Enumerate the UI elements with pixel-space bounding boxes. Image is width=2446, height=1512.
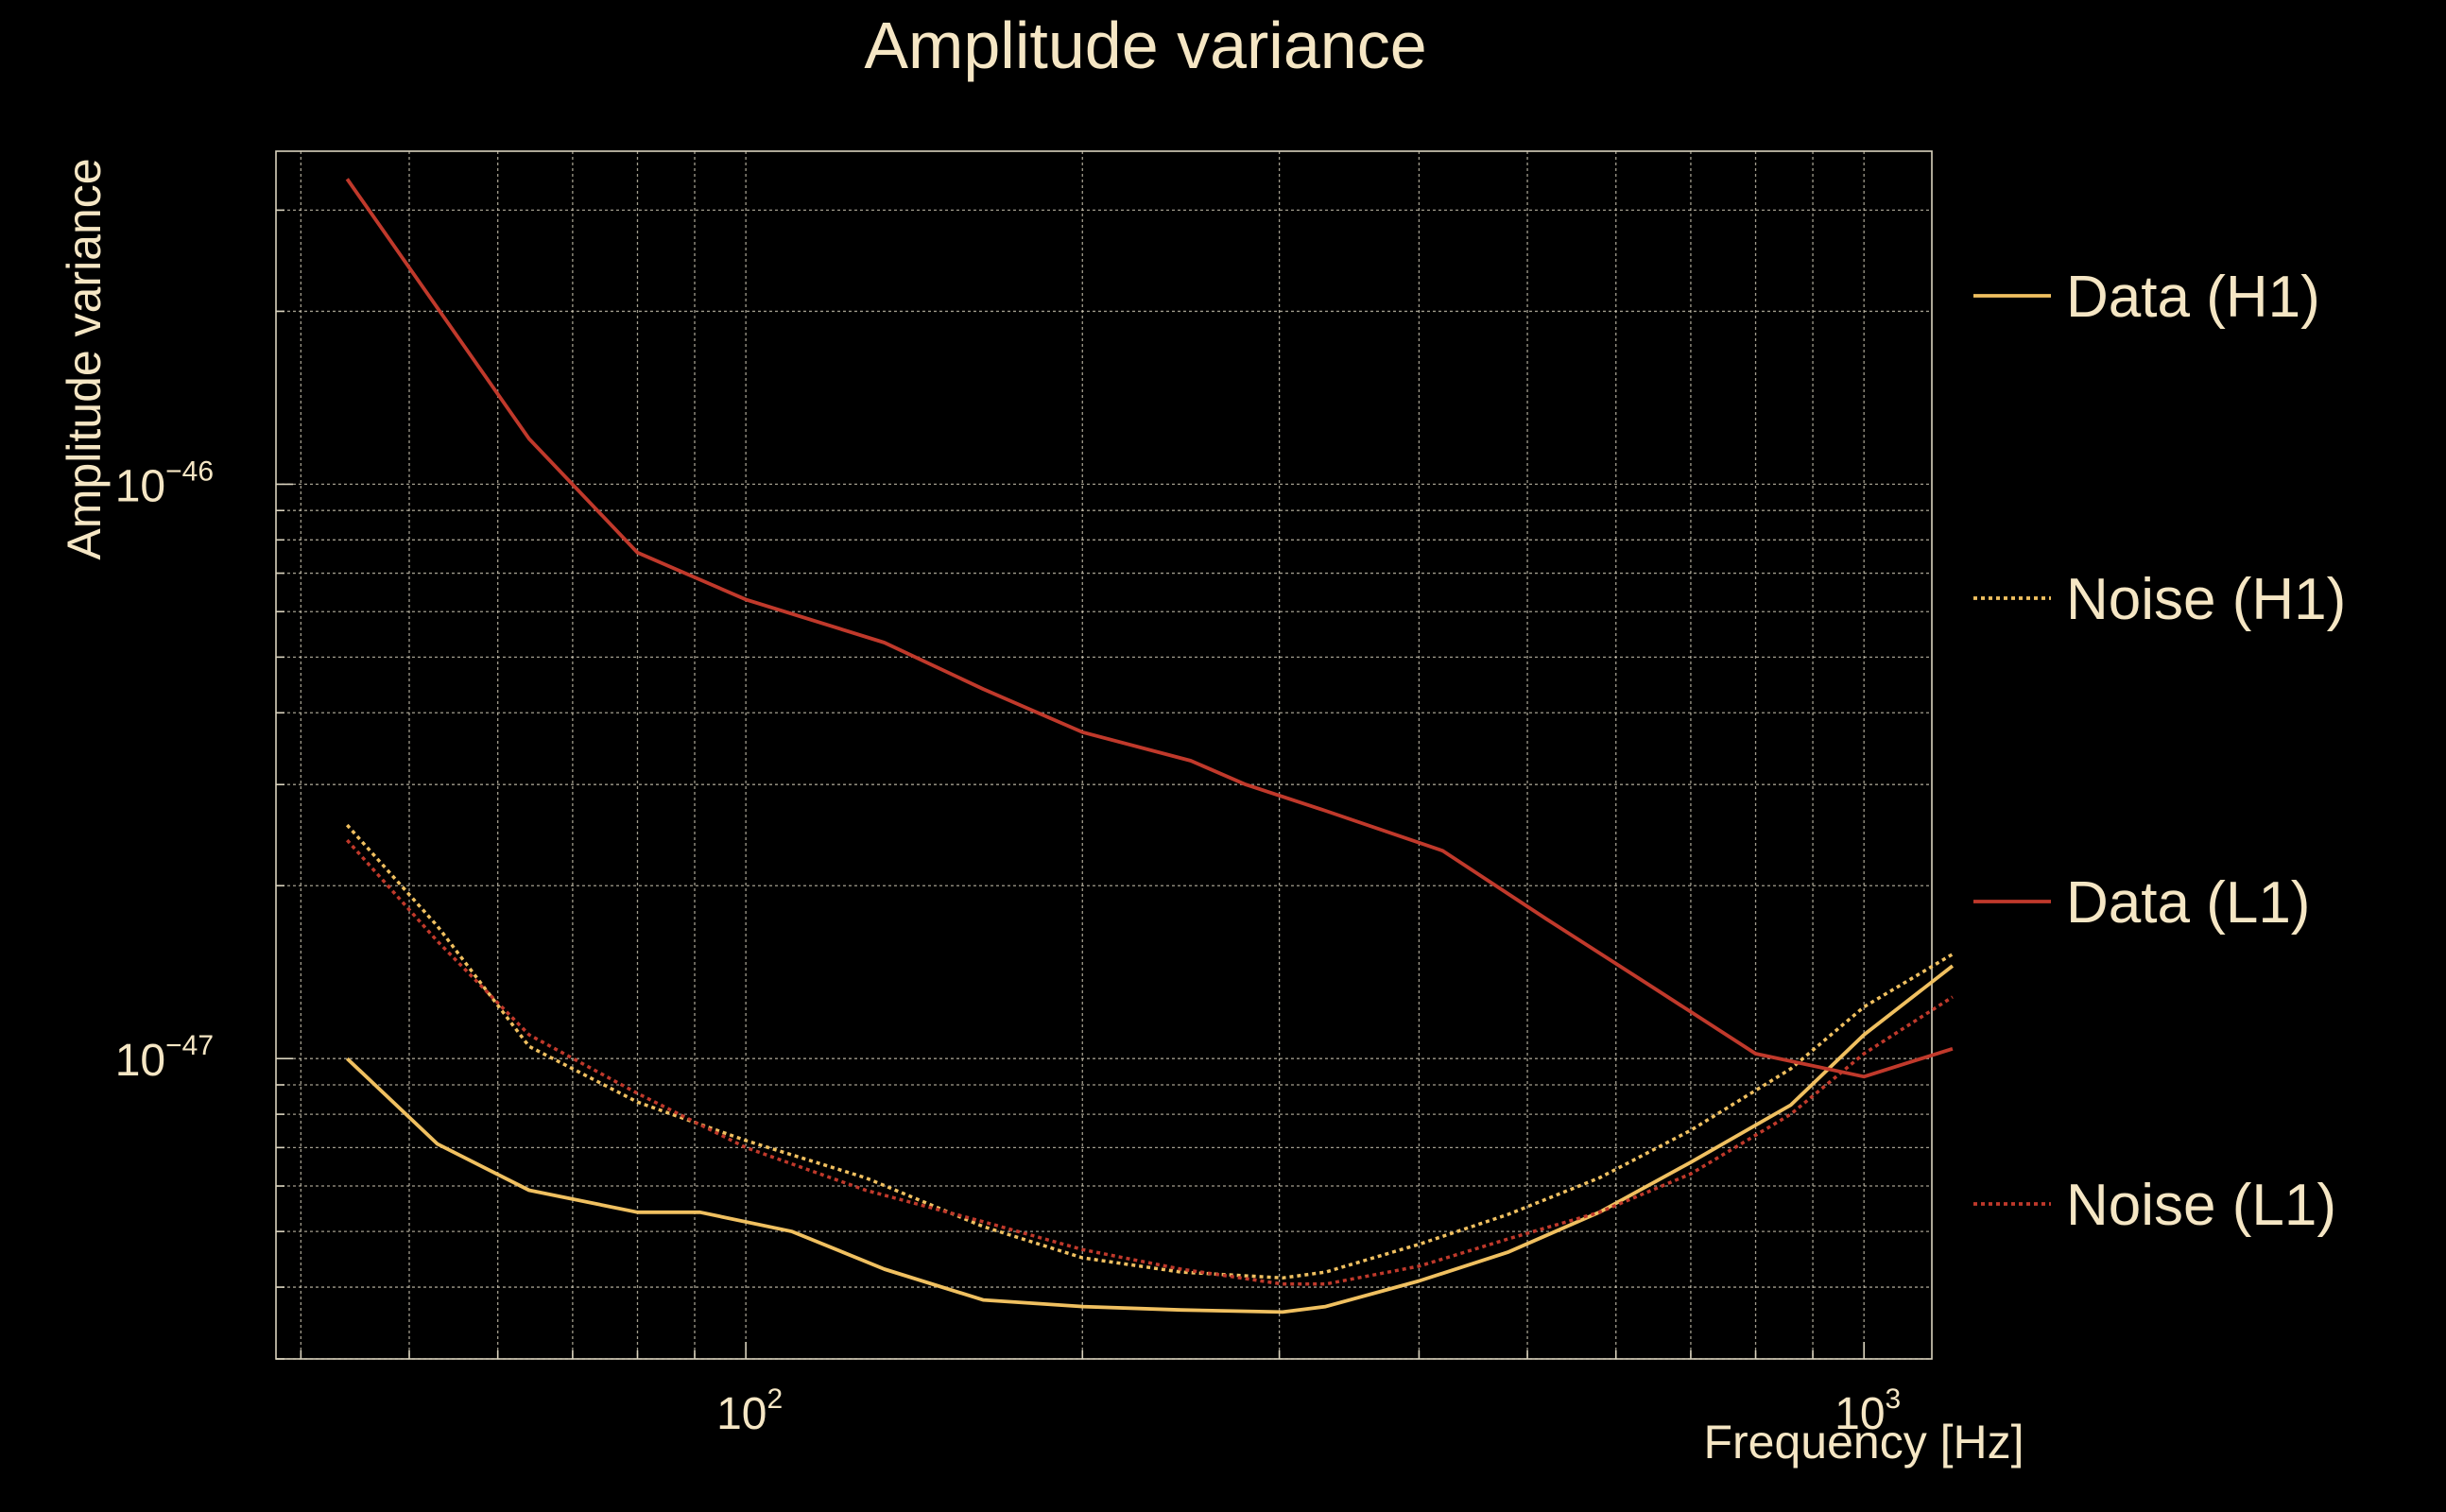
axis-ticks: 102 103 10−47 10−46 [115, 209, 1901, 1439]
series-group [345, 178, 1955, 1314]
legend-label: Data (L1) [2066, 870, 2310, 936]
y-tick-label: 10−46 [115, 455, 214, 511]
grid [276, 151, 1932, 1360]
x-tick-label: 103 [1834, 1383, 1901, 1439]
series-line-noise-l1 [345, 838, 1954, 1286]
y-axis-label: Amplitude variance [58, 158, 111, 559]
x-axis-label: Frequency [Hz] [1703, 1416, 2024, 1469]
legend-label: Noise (H1) [2066, 567, 2346, 632]
x-tick-label: 102 [716, 1383, 783, 1439]
series-line-data-h1 [345, 964, 1955, 1314]
series-line-data-l1 [345, 178, 1954, 1079]
y-tick-label: 10−47 [115, 1030, 214, 1086]
legend-label: Data (H1) [2066, 265, 2320, 330]
legend: Data (H1) Noise (H1) Data (L1) Noise (L1) [1973, 265, 2346, 1238]
legend-label: Noise (L1) [2066, 1173, 2336, 1238]
plot-frame [275, 150, 1933, 1360]
chart-title: Amplitude variance [864, 9, 1426, 82]
